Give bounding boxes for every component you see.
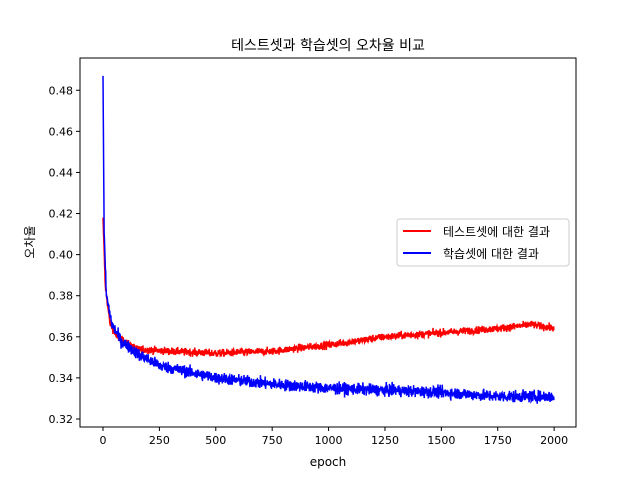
legend-frame: [396, 218, 570, 267]
x-tick-label: 2000: [540, 434, 568, 447]
y-tick-label: 0.48: [49, 84, 74, 97]
y-tick-label: 0.32: [49, 413, 74, 426]
y-tick-label: 0.36: [49, 331, 74, 344]
axes-frame: [79, 57, 577, 428]
y-tick-label: 0.44: [49, 166, 74, 179]
y-tick-label: 0.42: [49, 208, 74, 221]
x-tick-label: 750: [262, 434, 283, 447]
legend-label-test: 테스트셋에 대한 결과: [443, 225, 550, 239]
series-line-test: [102, 217, 555, 358]
x-tick-label: 1500: [427, 434, 455, 447]
y-tick-label: 0.38: [49, 290, 74, 303]
y-tick-label: 0.46: [49, 125, 74, 138]
chart-title: 테스트셋과 학습셋의 오차율 비교: [231, 38, 425, 54]
y-tick-label: 0.40: [49, 249, 74, 262]
axes-ticks: 0 250 500 750 1000 1250 1500 1750 2000 0.32 0.34 0.…: [49, 84, 569, 447]
x-tick-label: 1250: [371, 434, 399, 447]
x-tick-label: 1750: [484, 434, 512, 447]
x-axis-label: epoch: [310, 455, 347, 469]
plot-area: [102, 75, 555, 404]
y-tick-label: 0.34: [49, 372, 74, 385]
x-tick-label: 0: [100, 434, 107, 447]
x-tick-label: 250: [149, 434, 170, 447]
series-line-train: [102, 75, 555, 404]
legend-label-train: 학습셋에 대한 결과: [443, 247, 539, 261]
x-tick-label: 1000: [315, 434, 343, 447]
y-axis-label: 오차율: [23, 225, 37, 258]
x-tick-label: 500: [205, 434, 226, 447]
legend: 테스트셋에 대한 결과 학습셋에 대한 결과: [396, 218, 570, 267]
